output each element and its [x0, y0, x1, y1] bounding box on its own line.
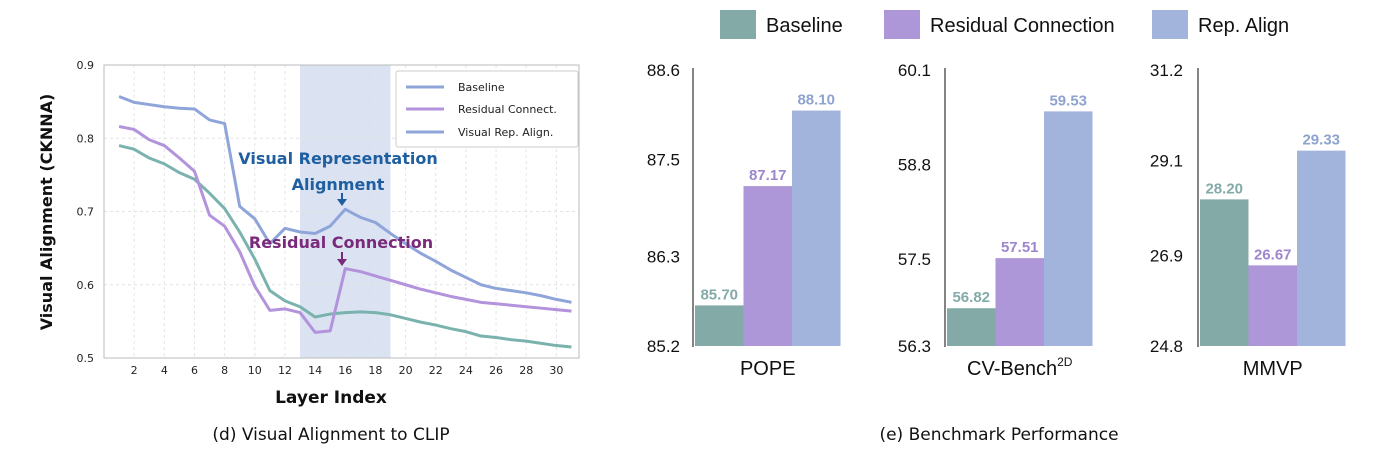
bar-charts: 88.6 87.5 86.3 85.2 85.70 87.17 88.10 POPE 60.1 5… [647, 61, 1346, 380]
y-tick-label: 56.3 [898, 337, 931, 356]
y-tick-label: 85.2 [647, 337, 680, 356]
bar-repalign [1044, 111, 1093, 347]
y-tick-label: 57.5 [898, 250, 931, 269]
line-chart: 0.50.60.70.80.9 2 4 6 8 10 12 14 16 18 20 22 24 26 28… [37, 59, 580, 445]
bar-repalign [792, 110, 841, 347]
bar-baseline [947, 308, 996, 346]
bar-value-label: 29.33 [1302, 132, 1340, 149]
x-tick-label: 20 [399, 364, 413, 377]
y-tick-label: 88.6 [647, 61, 680, 80]
bar-value-label: 28.20 [1205, 180, 1243, 197]
y-tick-label: 0.8 [77, 132, 95, 145]
legend-label-repalign: Rep. Align [1198, 15, 1289, 37]
x-tick-label: 12 [278, 364, 292, 377]
legend-swatch-baseline [720, 10, 756, 39]
legend-label-residual: Residual Connection [930, 15, 1115, 37]
x-tick-label: 14 [308, 364, 322, 377]
bar-value-label: 85.70 [700, 286, 738, 303]
anno-residual: Residual Connection [249, 233, 433, 252]
y-tick-label: 0.7 [77, 206, 95, 219]
y-tick-label: 24.8 [1150, 337, 1183, 356]
y-tick-label: 31.2 [1150, 61, 1183, 80]
y-tick-label: 26.9 [1150, 246, 1183, 265]
x-tick-label: 2 [131, 364, 138, 377]
x-tick-label: 28 [519, 364, 533, 377]
x-tick-label: 10 [248, 364, 262, 377]
bar-residual [743, 186, 792, 346]
arrow-down-icon [337, 252, 347, 266]
bar-value-label: 88.10 [797, 92, 835, 109]
bar-value-label: 57.51 [1001, 239, 1039, 256]
arrow-down-icon [337, 193, 347, 206]
bar-panel-mmvp: 31.2 29.1 26.9 24.8 28.20 26.67 29.33 MMVP [1150, 61, 1346, 380]
x-tick-label: 26 [489, 364, 503, 377]
x-axis-title: Layer Index [275, 388, 387, 408]
bar-repalign [1297, 150, 1346, 346]
series-line-repalign [118, 95, 572, 304]
caption-left: (d) Visual Alignment to CLIP [212, 425, 449, 445]
bar-legend: Baseline Residual Connection Rep. Align [720, 10, 1289, 39]
y-tick-label: 86.3 [647, 248, 680, 267]
y-tick-label: 58.8 [898, 155, 931, 174]
benchmark-name-superscript: 2D [1057, 355, 1073, 369]
bar-residual [995, 258, 1044, 346]
series-lines [118, 95, 572, 349]
bar-value-label: 26.67 [1254, 246, 1292, 263]
x-tick-labels: 2 4 6 8 10 12 14 16 18 20 22 24 26 28 30 [131, 364, 564, 377]
y-tick-label: 0.5 [77, 352, 95, 365]
x-tick-label: 4 [161, 364, 168, 377]
bar-value-label: 56.82 [952, 289, 990, 306]
anno-visual-rep-line2: Alignment [292, 175, 385, 194]
legend-baseline: Baseline [458, 81, 505, 94]
bar-value-label: 59.53 [1049, 92, 1087, 109]
y-tick-label: 0.9 [77, 59, 95, 72]
x-tick-label: 8 [221, 364, 228, 377]
y-tick-label: 87.5 [647, 150, 680, 169]
series-line-baseline [118, 144, 572, 349]
bar-baseline [1200, 199, 1249, 346]
benchmark-name: MMVP [1243, 358, 1303, 380]
x-tick-label: 24 [459, 364, 473, 377]
caption-right: (e) Benchmark Performance [879, 425, 1118, 445]
anno-visual-rep-line1: Visual Representation [238, 149, 437, 168]
x-tick-label: 22 [429, 364, 443, 377]
legend-swatch-repalign [1152, 10, 1188, 39]
bar-value-label: 87.17 [749, 167, 787, 184]
legend-swatch-residual [884, 10, 920, 39]
line-legend: Baseline Residual Connect. Visual Rep. A… [395, 70, 579, 148]
bar-panel-cvbench: 60.1 58.8 57.5 56.3 56.82 57.51 59.53 CV-Bench2… [898, 61, 1093, 380]
benchmark-name: CV-Bench2D [967, 355, 1073, 380]
plot-frame [103, 64, 580, 359]
y-tick-label: 60.1 [898, 61, 931, 80]
legend-residual: Residual Connect. [458, 103, 557, 116]
benchmark-name: POPE [740, 358, 796, 380]
y-axis-title: Visual Alignment (CKNNA) [37, 94, 56, 331]
legend-label-baseline: Baseline [766, 15, 843, 37]
y-tick-label: 29.1 [1150, 152, 1183, 171]
series-line-residual [118, 125, 572, 334]
y-tick-labels: 0.5 0.6 0.7 0.8 0.9 [77, 59, 95, 365]
y-tick-label: 0.6 [77, 279, 95, 292]
x-tick-label: 6 [191, 364, 198, 377]
x-tick-label: 16 [338, 364, 352, 377]
x-tick-label: 18 [368, 364, 382, 377]
bar-residual [1248, 265, 1297, 346]
legend-repalign: Visual Rep. Align. [458, 126, 553, 139]
x-tick-label: 30 [549, 364, 563, 377]
bar-panel-pope: 88.6 87.5 86.3 85.2 85.70 87.17 88.10 POPE [647, 61, 841, 380]
bar-baseline [695, 305, 744, 346]
